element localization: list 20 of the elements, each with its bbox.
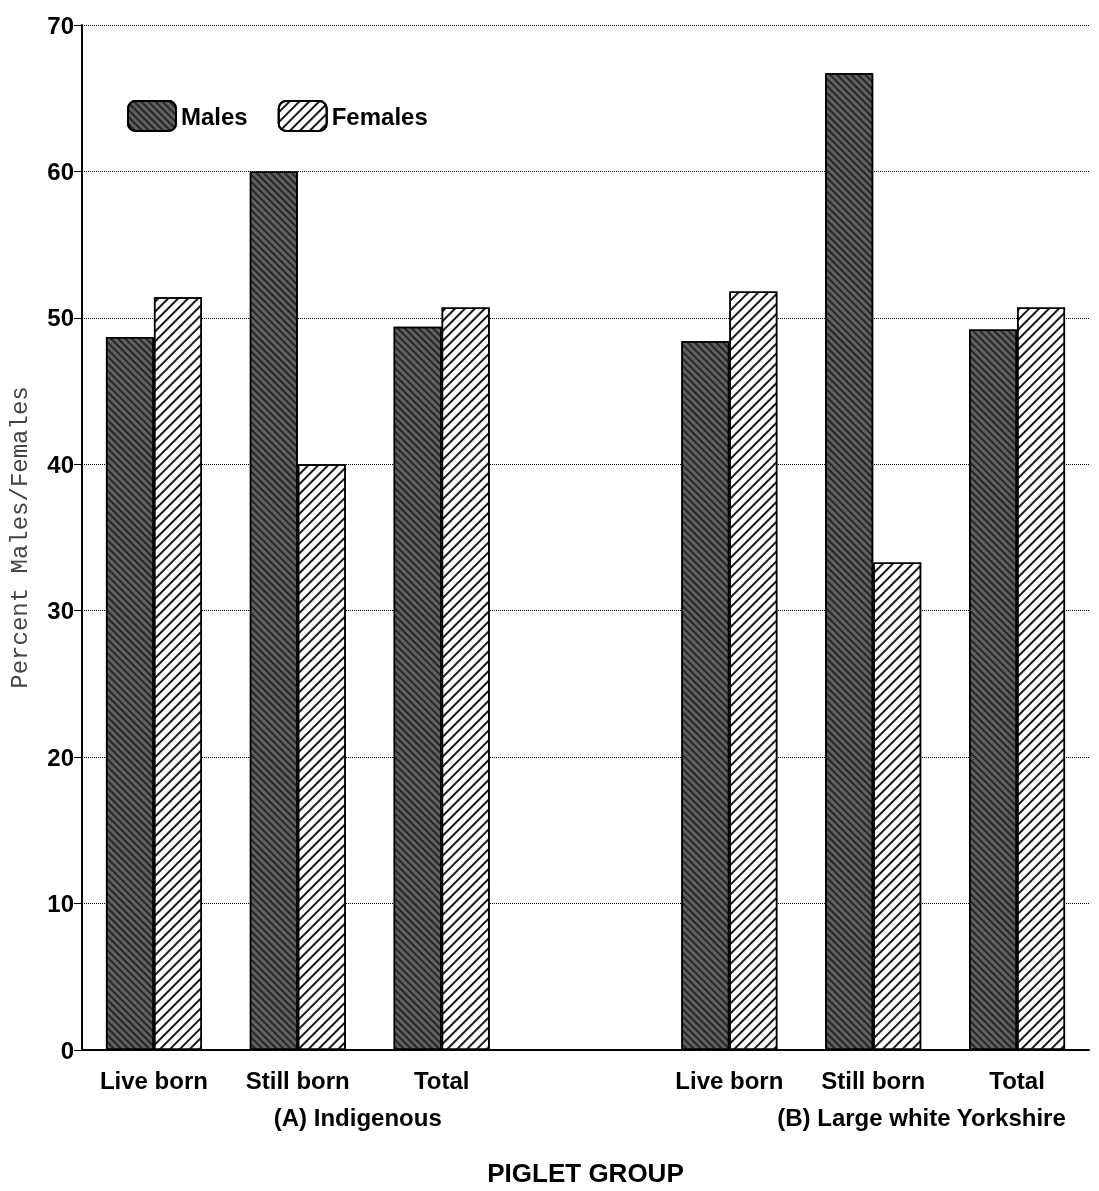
text: (B) Large white Yorkshire [777,1103,1066,1131]
y-tick-label: 60 [47,157,74,185]
x-tick-label: Total [989,1066,1045,1094]
x-tick-label: Live born [99,1066,208,1094]
x-axis-title: PIGLET GROUP [487,1158,684,1188]
y-tick-label: 50 [47,304,74,332]
y-axis-title: Percent Males/Females [6,386,34,689]
y-tick-label: 20 [47,743,74,771]
x-tick-label: Total [413,1066,470,1094]
legend-label: Females [331,102,428,130]
text: (A) Indigenous [273,1103,442,1131]
legend-label: Males [181,102,248,130]
x-tick-label: Still born [245,1066,350,1094]
y-tick-label: 70 [47,11,74,39]
y-tick-label: 0 [60,1036,74,1064]
y-tick-label: 40 [47,450,74,478]
y-tick-label: 10 [47,890,74,918]
x-tick-label: Still born [821,1066,926,1094]
y-tick-label: 30 [47,597,74,625]
x-tick-label: Live born [675,1066,784,1094]
